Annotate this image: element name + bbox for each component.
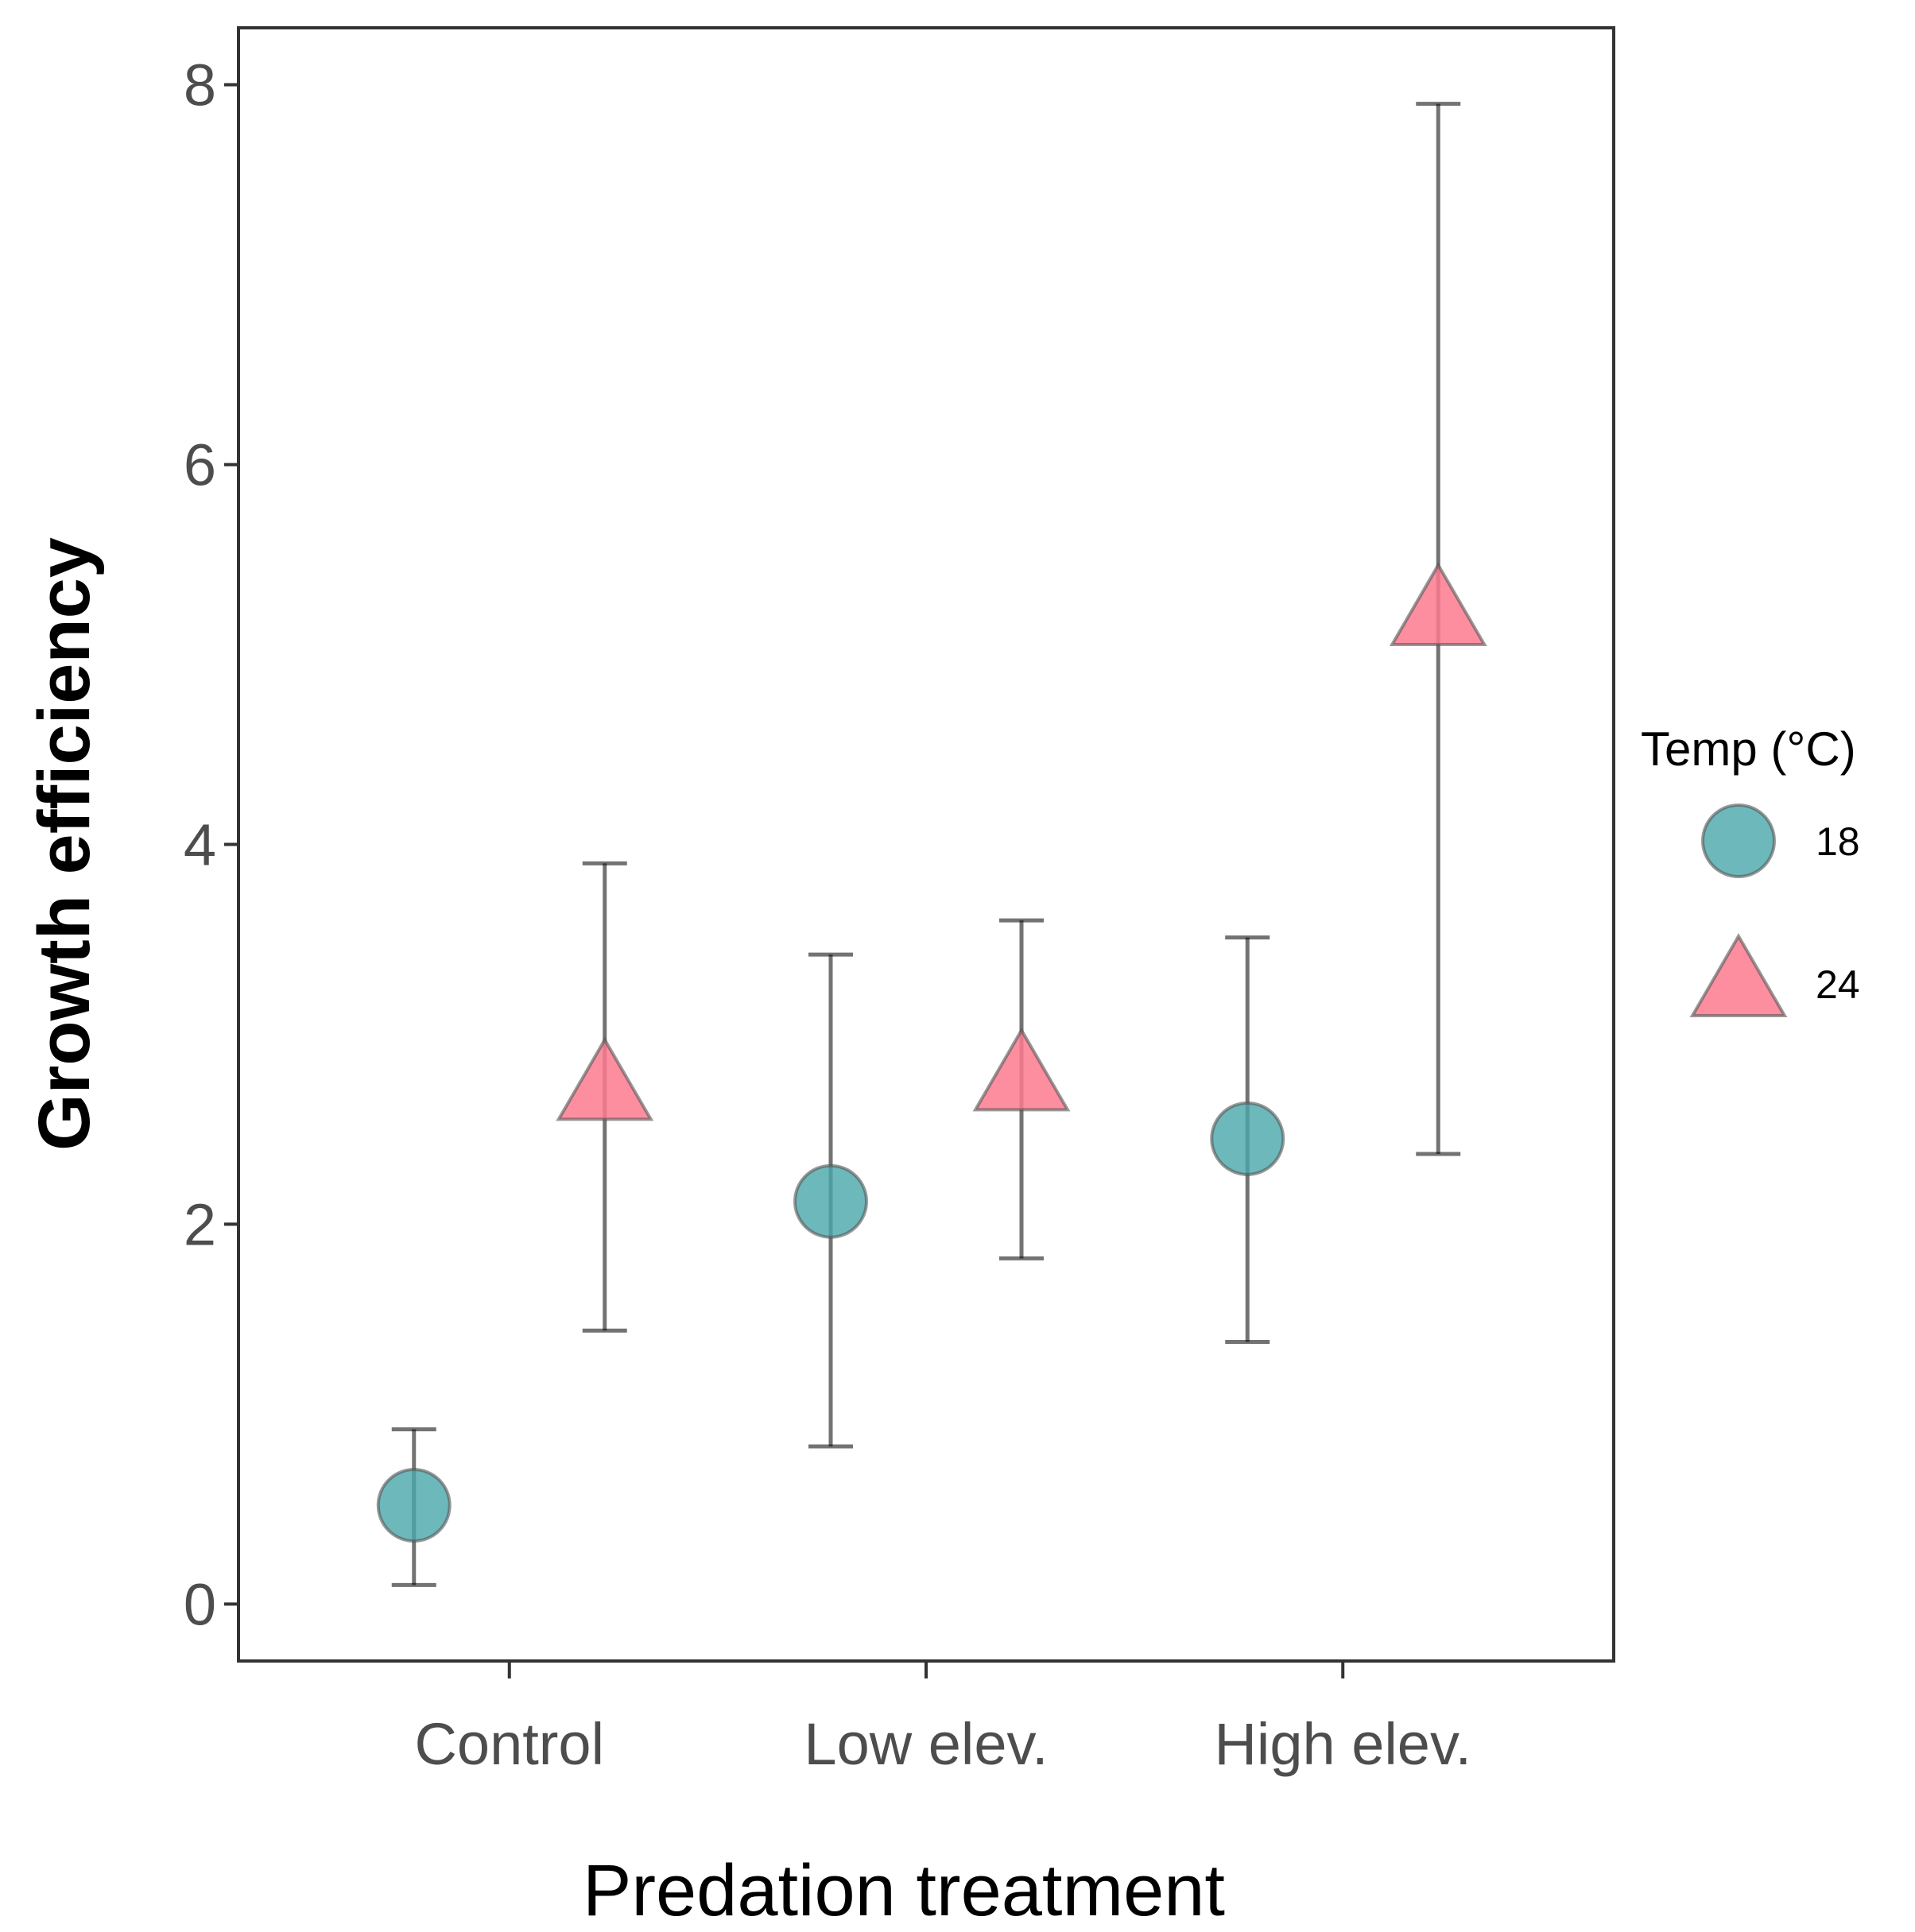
x-tick-label-0: Control bbox=[414, 1711, 604, 1777]
data-points bbox=[376, 561, 1487, 1543]
plot-panel bbox=[237, 26, 1615, 1663]
point-18-0 bbox=[376, 1468, 452, 1543]
legend-label-24: 24 bbox=[1816, 962, 1860, 1007]
point-24-0 bbox=[556, 1036, 654, 1121]
y-axis-title: Growth efficiency bbox=[24, 537, 105, 1151]
x-axis-title: Predation treatment bbox=[583, 1850, 1225, 1931]
point-18-1 bbox=[793, 1163, 868, 1239]
x-axis: Control Low elev. High elev. bbox=[414, 1661, 1471, 1777]
y-tick-label-8: 8 bbox=[184, 52, 216, 118]
y-tick-label-4: 4 bbox=[184, 812, 216, 878]
y-tick-label-2: 2 bbox=[184, 1191, 216, 1257]
point-24-2 bbox=[1389, 561, 1487, 646]
legend-key-18 bbox=[1701, 803, 1776, 878]
legend-label-18: 18 bbox=[1816, 819, 1860, 864]
point-24-1 bbox=[972, 1027, 1071, 1112]
legend-entry-18: 18 bbox=[1701, 803, 1860, 878]
point-18-2 bbox=[1210, 1101, 1285, 1176]
legend-key-24 bbox=[1689, 933, 1788, 1017]
y-tick-label-6: 6 bbox=[184, 432, 216, 498]
legend-title: Temp (°C) bbox=[1641, 722, 1856, 776]
y-tick-label-0: 0 bbox=[184, 1571, 216, 1637]
x-tick-label-2: High elev. bbox=[1214, 1711, 1471, 1777]
x-tick-label-1: Low elev. bbox=[804, 1711, 1048, 1777]
y-axis: 0 2 4 6 8 bbox=[184, 52, 238, 1637]
legend-entry-24: 24 bbox=[1689, 933, 1860, 1017]
